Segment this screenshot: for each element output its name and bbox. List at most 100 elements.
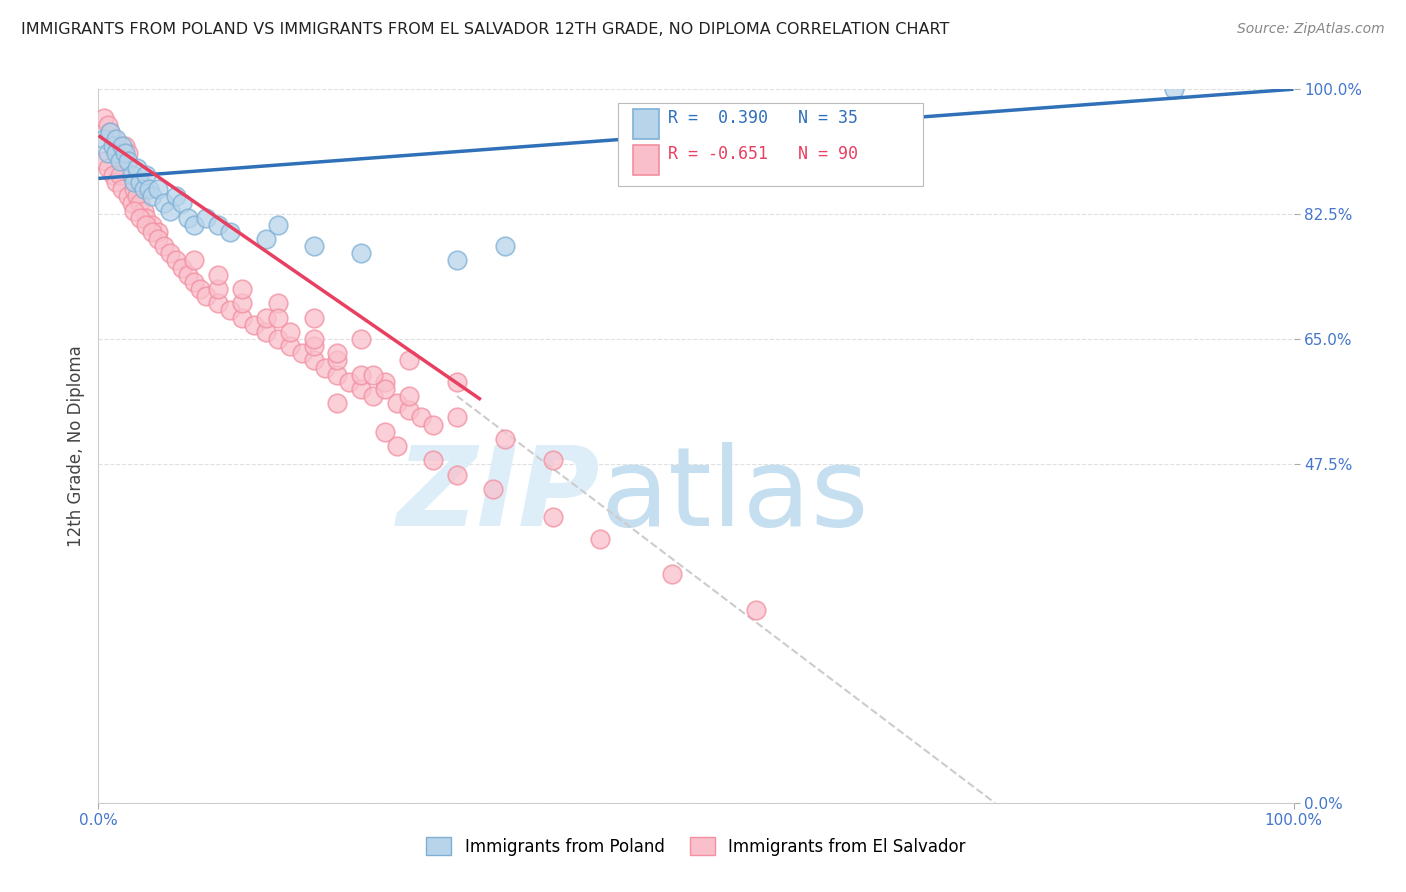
Point — [117, 153, 139, 168]
Point — [148, 232, 170, 246]
Point — [183, 275, 205, 289]
Point — [105, 132, 128, 146]
Point — [291, 346, 314, 360]
Point — [111, 153, 134, 168]
Point — [446, 375, 468, 389]
Point — [159, 203, 181, 218]
Point — [125, 161, 148, 175]
Point — [745, 603, 768, 617]
Point — [278, 339, 301, 353]
Point — [153, 239, 176, 253]
Point — [93, 132, 115, 146]
Point — [398, 353, 420, 368]
Point — [114, 139, 136, 153]
Text: R = -0.651   N = 90: R = -0.651 N = 90 — [668, 145, 859, 163]
Point — [138, 182, 160, 196]
Point — [363, 368, 385, 382]
Point — [481, 482, 505, 496]
Point — [541, 510, 564, 524]
Point — [254, 310, 277, 325]
Point — [494, 432, 516, 446]
FancyBboxPatch shape — [619, 103, 922, 186]
Point — [589, 532, 612, 546]
Point — [183, 218, 205, 232]
Point — [141, 218, 163, 232]
Legend: Immigrants from Poland, Immigrants from El Salvador: Immigrants from Poland, Immigrants from … — [420, 830, 972, 863]
Point — [446, 253, 468, 268]
Text: R =  0.390   N = 35: R = 0.390 N = 35 — [668, 109, 859, 128]
Text: IMMIGRANTS FROM POLAND VS IMMIGRANTS FROM EL SALVADOR 12TH GRADE, NO DIPLOMA COR: IMMIGRANTS FROM POLAND VS IMMIGRANTS FRO… — [21, 22, 949, 37]
Point — [195, 211, 218, 225]
Point — [231, 282, 253, 296]
Point — [165, 253, 187, 268]
Point — [101, 132, 124, 146]
Text: ZIP: ZIP — [396, 442, 600, 549]
Point — [98, 125, 122, 139]
Point — [326, 346, 349, 360]
Point — [93, 111, 115, 125]
FancyBboxPatch shape — [633, 145, 659, 175]
Point — [121, 168, 143, 182]
Point — [254, 325, 277, 339]
Point — [398, 403, 420, 417]
Point — [117, 189, 139, 203]
Point — [374, 425, 396, 439]
Text: Source: ZipAtlas.com: Source: ZipAtlas.com — [1237, 22, 1385, 37]
Point — [219, 303, 242, 318]
Point — [326, 353, 349, 368]
Text: atlas: atlas — [600, 442, 869, 549]
Point — [132, 182, 155, 196]
Point — [98, 125, 122, 139]
Point — [111, 139, 134, 153]
Point — [398, 389, 420, 403]
Point — [148, 225, 170, 239]
Point — [108, 146, 131, 161]
Point — [315, 360, 337, 375]
Point — [267, 332, 290, 346]
Point — [129, 211, 152, 225]
Point — [101, 139, 124, 153]
Point — [363, 389, 385, 403]
Point — [148, 182, 170, 196]
Point — [661, 567, 683, 582]
Point — [97, 161, 120, 175]
Point — [111, 182, 134, 196]
Point — [326, 396, 349, 410]
Point — [422, 417, 444, 432]
Point — [302, 310, 325, 325]
Point — [446, 410, 468, 425]
Point — [267, 310, 290, 325]
Point — [97, 146, 120, 161]
Point — [165, 189, 187, 203]
Point — [114, 146, 136, 161]
Point — [231, 310, 253, 325]
Point — [374, 382, 396, 396]
Point — [385, 396, 409, 410]
Point — [101, 168, 124, 182]
Point — [188, 282, 211, 296]
Point — [231, 296, 253, 310]
Point — [124, 175, 146, 189]
Point — [124, 203, 146, 218]
Point — [97, 118, 120, 132]
Point — [172, 196, 194, 211]
Point — [267, 296, 290, 310]
Point — [135, 211, 157, 225]
Point — [129, 196, 152, 211]
Point — [302, 339, 325, 353]
Point — [141, 189, 163, 203]
Point — [350, 246, 373, 260]
Point — [350, 368, 373, 382]
Point — [124, 182, 146, 196]
Point — [117, 146, 139, 161]
Point — [108, 168, 131, 182]
Point — [108, 153, 131, 168]
Point — [385, 439, 409, 453]
Point — [350, 332, 373, 346]
Point — [129, 175, 152, 189]
Point — [267, 218, 290, 232]
Point — [374, 375, 396, 389]
Point — [278, 325, 301, 339]
Point — [177, 211, 200, 225]
Point — [411, 410, 433, 425]
